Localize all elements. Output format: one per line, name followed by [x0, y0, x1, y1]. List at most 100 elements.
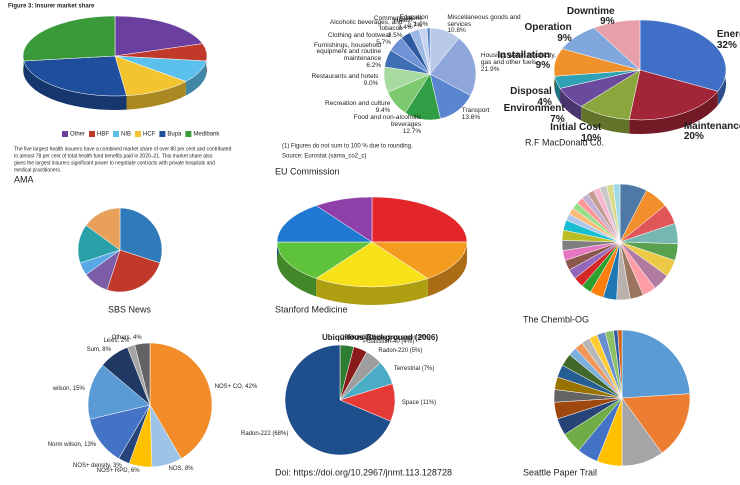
legend-swatch — [135, 131, 142, 137]
slice-label-box: Operation 9% — [462, 17, 572, 51]
slice-label-text: Clothing and footwear 5.7% — [327, 31, 392, 47]
pie-side — [581, 106, 630, 134]
chart-title: Ubiquitous Background (2006) — [322, 333, 438, 342]
pie-side — [629, 91, 718, 134]
slice-label-text: Installation 9% — [497, 50, 550, 72]
slice-value: 3.5% — [387, 32, 403, 40]
slice-value: 9.0% — [363, 79, 379, 87]
slice-value: 4% — [537, 96, 552, 108]
caption: The Chembl-OG — [523, 314, 589, 324]
pie-side — [23, 61, 127, 110]
pie-slice — [621, 393, 691, 454]
slice-value: Radon-222 (68%) — [240, 431, 289, 438]
pie-slice — [23, 55, 127, 97]
pie-side — [126, 81, 186, 110]
pie — [561, 183, 679, 301]
slice-category: Environment — [503, 103, 565, 115]
caption: SBS News — [108, 304, 152, 314]
slice-category: Clothing and footwear — [327, 31, 392, 39]
slice-category: Health — [393, 17, 413, 25]
slice-label-text: Restaurants and hotels 9.0% — [312, 73, 379, 88]
pie — [284, 344, 396, 456]
slice-label-text: NOS+ RPD, 6% — [97, 468, 140, 474]
caption: Stanford Medicine — [275, 304, 348, 314]
pie — [383, 27, 477, 121]
slice-label-text: Communications 2.7% — [373, 14, 423, 30]
slice-value: wilson, 15% — [52, 386, 85, 393]
note-line: to almost 78 per cent of total health fu… — [14, 153, 213, 159]
slice-label-box: wilson, 15% — [13, 373, 85, 407]
slice-value: NOS+ RPD, 6% — [96, 468, 140, 475]
slice-value: Other (<0.01%) — [340, 334, 382, 341]
slice-label-box: Recreation and culture 9.4% — [310, 91, 390, 125]
legend-label: NIB — [121, 132, 131, 138]
slice-label-box: Terrestrial (7%) — [394, 352, 484, 386]
slice-label: wilson, 15% — [13, 373, 85, 407]
slice-label-box: Education 1.0% — [348, 5, 428, 39]
slice-label-box: NOS+ density, 3% — [50, 449, 122, 483]
pie-slice — [371, 196, 468, 243]
slice-value: Sum, 8% — [86, 347, 111, 354]
slice-label-text: Environment 7% — [504, 104, 565, 125]
slice-label-box: Food and non-alcoholic beverages 12.7% — [341, 108, 422, 142]
slice-label: Maintenance & Repair20% — [684, 115, 740, 149]
slice-label-text: Maintenance & Repair20% — [684, 121, 740, 143]
pie-slice — [612, 183, 621, 243]
pie-slice — [593, 19, 641, 71]
slice-label: Furnishings, household equipment and rou… — [314, 42, 382, 69]
slice-value: Terrestrial (7%) — [393, 365, 435, 372]
slice-label-box: Lexis, 2% — [57, 324, 129, 358]
slice-value: NOS+ CO, 42% — [214, 384, 258, 391]
slice-label: NOS+ RPD, 6% — [68, 454, 140, 485]
pie-slice — [429, 37, 477, 96]
slice-label-box: Thorium & uranium series (4%) — [348, 322, 438, 356]
pie — [77, 207, 163, 293]
slice-label-box: Clothing and footwear 5.7% — [311, 23, 391, 57]
pie-slice — [134, 342, 151, 406]
slice-label: Potassium-40 (4%) — [363, 325, 453, 359]
slice-category: Miscellaneous goods and services — [447, 13, 521, 28]
slice-label-box: Potassium-40 (4%) — [363, 325, 453, 359]
slice-value: NOS, 8% — [168, 466, 194, 473]
slice-label-box: Restaurants and hotels 9.0% — [298, 64, 379, 98]
slice-value: 3.4% — [397, 23, 413, 31]
slice-label: Lexis, 2% — [57, 324, 129, 358]
slice-value: Radon-220 (5%) — [378, 348, 423, 355]
slice-label-text: Norm wilson, 13% — [48, 442, 96, 448]
slice-label-text: NOS+ density, 3% — [73, 463, 122, 469]
slice-category: Communications — [373, 14, 423, 22]
slice-value: 9.4% — [375, 106, 391, 114]
slice-label-box: Others, 4% — [70, 322, 142, 356]
slice-label-text: Others, 4% — [112, 335, 142, 341]
slice-label-box: NOS+ RPD, 6% — [68, 454, 140, 485]
pie-slice — [119, 207, 163, 264]
slice-value: 9% — [557, 32, 572, 44]
pie-slice — [87, 364, 151, 420]
slice-category: Downtime — [566, 5, 615, 17]
pie-slice — [628, 69, 719, 121]
slice-label-text: Transport 13.6% — [462, 108, 490, 122]
slice-label: NOS+ CO, 42% — [214, 384, 258, 391]
slice-label-box: Maintenance & Repair20% — [684, 115, 740, 149]
pie-slice — [85, 207, 121, 251]
note-line: The five largest health insurers have a … — [14, 146, 232, 152]
slice-label-box: Health 3.4% — [333, 8, 413, 42]
legend-swatch — [89, 131, 96, 137]
pie-slice — [426, 27, 431, 75]
slice-value: 6.2% — [366, 61, 382, 69]
slice-label: Housing, water, electricity, gas and oth… — [481, 52, 556, 72]
pie-slice — [106, 249, 161, 293]
pie-slice — [114, 55, 187, 96]
slice-label: Others, 4% — [70, 322, 142, 356]
slice-label: Radon-220 (5%) — [378, 348, 423, 355]
pie-slice — [276, 241, 373, 279]
note-line: gives the largest insurers significant p… — [14, 160, 215, 166]
slice-label-text: Terrestrial (7%) — [394, 366, 435, 372]
